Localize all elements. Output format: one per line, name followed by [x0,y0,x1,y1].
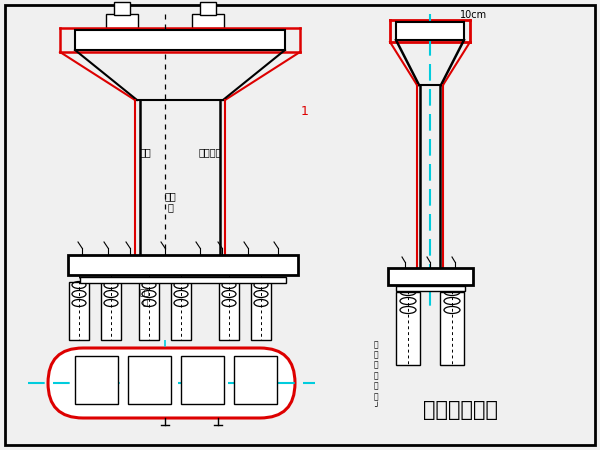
Bar [128,356,171,404]
Bar [75,30,285,50]
Text: 1: 1 [301,105,309,118]
Bar [396,22,464,40]
Text: 钢筋: 钢筋 [139,147,151,157]
Bar [251,282,271,340]
Bar [114,2,130,15]
Bar [171,282,191,340]
Bar [181,356,224,404]
FancyBboxPatch shape [48,348,295,418]
Bar [80,277,286,283]
Bar [440,292,464,365]
Text: 综合接地系统: 综合接地系统 [422,400,497,420]
Bar [200,2,216,15]
Text: 10cm: 10cm [460,10,487,20]
Bar [234,356,277,404]
Bar [388,268,473,285]
Bar [68,255,298,275]
Bar [396,292,420,365]
Bar [139,282,159,340]
Bar [69,282,89,340]
Bar [101,282,121,340]
Bar [192,14,224,28]
Bar [396,286,465,291]
Text: 连接
筋: 连接 筋 [164,191,176,212]
Bar [75,356,118,404]
Bar [106,14,138,28]
Text: 钢
筋
接
地
连
接
┘: 钢 筋 接 地 连 接 ┘ [374,340,379,411]
Text: 接地
线: 接地 线 [140,288,150,307]
Text: 铁路接地: 铁路接地 [198,147,222,157]
Bar [219,282,239,340]
